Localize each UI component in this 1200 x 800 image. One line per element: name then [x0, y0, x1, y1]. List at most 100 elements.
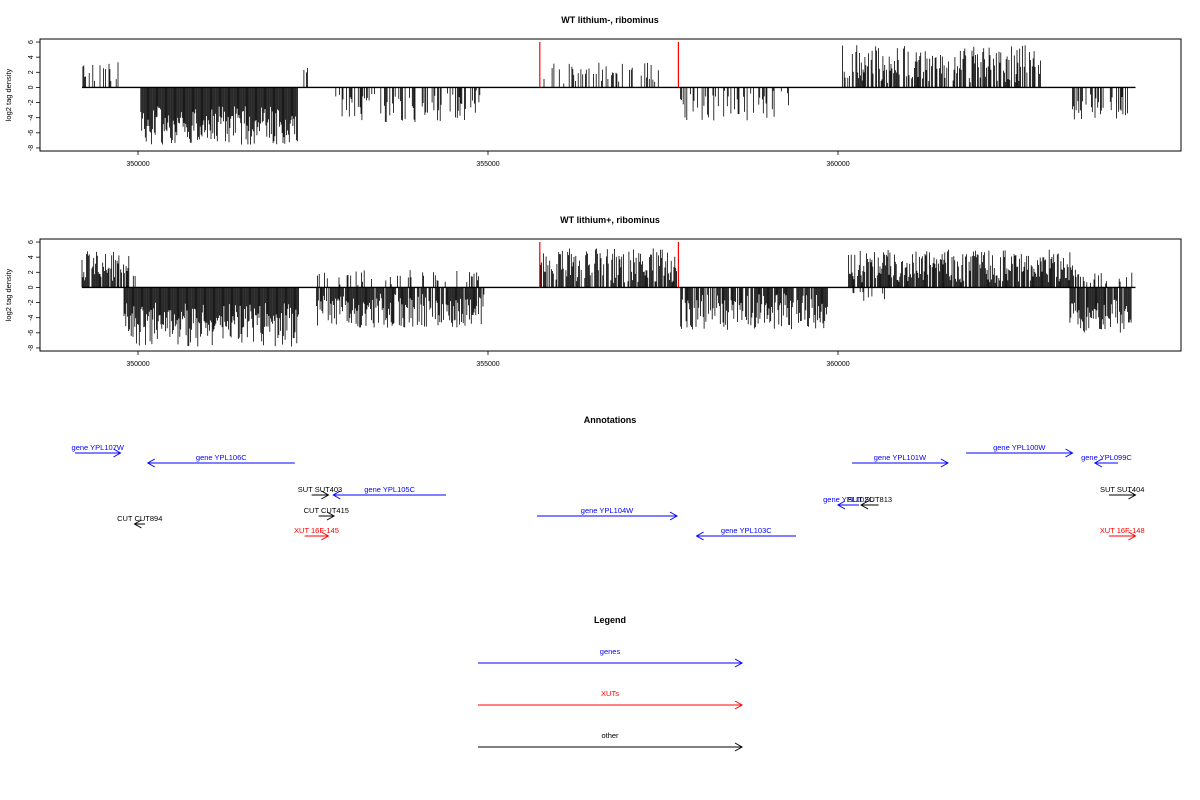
x-tick-label: 355000: [476, 361, 499, 368]
plot-frame: [39, 38, 1182, 152]
feature-label: gene YPL102C: [823, 495, 874, 504]
feature-arrow-head: [321, 531, 330, 541]
feature: gene YPL103C: [695, 526, 796, 541]
legend-label: XUTs: [601, 689, 619, 698]
feature: gene YPL107W: [72, 443, 125, 458]
signal-region: [852, 287, 885, 301]
feature-label: gene YPL103C: [721, 526, 772, 535]
y-tick-label: 6: [28, 40, 35, 44]
feature: gene YPL102C: [823, 495, 874, 510]
feature-label: gene YPL101W: [874, 453, 927, 462]
signal-region: [842, 45, 1041, 88]
y-axis-label: log2 tag density: [4, 68, 13, 121]
track-panel-lithium-minus: WT lithium-, ribominus log2 tag density …: [4, 15, 1182, 168]
feature: gene YPL104W: [537, 506, 679, 521]
feature: CUT CUT415: [304, 506, 349, 521]
y-tick-label: -8: [28, 345, 35, 351]
plot-frame: [39, 238, 1182, 352]
legend-arrow-head: [734, 742, 744, 752]
feature: SUT SUT813: [848, 495, 892, 510]
feature: SUT SUT403: [298, 485, 342, 500]
y-tick-label: -4: [28, 114, 35, 120]
y-tick-label: 2: [28, 70, 35, 74]
x-tick-label: 360000: [826, 361, 849, 368]
feature: gene YPL099C: [1081, 453, 1132, 468]
signal-bars: [82, 45, 1128, 145]
x-tick-label: 360000: [826, 161, 849, 168]
feature: SUT SUT404: [1100, 485, 1144, 500]
y-tick-label: 0: [28, 285, 35, 289]
signal-region: [848, 249, 1076, 288]
signal-region: [1072, 87, 1128, 120]
x-tick-label: 350000: [126, 361, 149, 368]
signal-region: [316, 287, 485, 328]
y-axis: 6 4 2 0 -2 -4 -6 -8: [28, 240, 40, 351]
legend-item: other: [478, 731, 744, 752]
y-tick-label: 6: [28, 240, 35, 244]
feature-arrow-head: [113, 448, 122, 458]
feature-arrow-head: [332, 490, 341, 500]
feature-label: gene YPL107W: [72, 443, 125, 452]
signal-region: [82, 62, 119, 88]
y-tick-label: -6: [28, 330, 35, 336]
x-axis: 350000 355000 360000: [126, 151, 850, 168]
signal-region: [680, 287, 828, 330]
feature-label: gene YPL104W: [581, 506, 634, 515]
signal-region: [140, 87, 298, 145]
y-tick-label: 4: [28, 55, 35, 59]
y-tick-label: -4: [28, 314, 35, 320]
feature-arrow-head: [133, 519, 142, 529]
legend-items: genes XUTs other: [478, 647, 744, 752]
feature-label: SUT SUT403: [298, 485, 342, 494]
legend-item: genes: [478, 647, 744, 668]
y-tick-label: -2: [28, 99, 35, 105]
feature-arrow-head: [940, 458, 949, 468]
x-axis: 350000 355000 360000: [126, 351, 850, 368]
feature-label: SUT SUT813: [848, 495, 892, 504]
signal-region: [1069, 287, 1132, 333]
feature-arrow-head: [1093, 458, 1103, 468]
y-tick-label: -8: [28, 145, 35, 151]
boundary-markers: [539, 42, 680, 88]
signal-region: [123, 287, 300, 347]
signal-bars: [81, 248, 1133, 347]
x-tick-label: 355000: [476, 161, 499, 168]
y-tick-label: 0: [28, 85, 35, 89]
legend-label: other: [601, 731, 619, 740]
y-tick-label: -2: [28, 299, 35, 305]
feature-arrow-head: [669, 511, 679, 521]
y-tick-label: 4: [28, 255, 35, 259]
legend-arrow-head: [734, 658, 744, 668]
panel-title: WT lithium-, ribominus: [561, 15, 659, 25]
y-tick-label: 2: [28, 270, 35, 274]
legend-arrow-head: [734, 700, 744, 710]
feature: XUT 16F-148: [1100, 526, 1145, 541]
feature-arrow-head: [695, 531, 704, 541]
feature-label: gene YPL105C: [364, 485, 415, 494]
feature: gene YPL106C: [146, 453, 295, 468]
signal-region: [316, 270, 479, 288]
feature-label: CUT CUT415: [304, 506, 349, 515]
y-axis-label: log2 tag density: [4, 268, 13, 321]
annotations-title: Annotations: [584, 415, 637, 425]
signal-region: [680, 87, 789, 121]
feature-label: CUT CUT894: [117, 514, 162, 523]
feature: gene YPL101W: [852, 453, 949, 468]
feature-label: XUT 16F-145: [294, 526, 339, 535]
signal-region: [303, 67, 308, 88]
feature-list: gene YPL107W gene YPL106C gene YPL105C gene…: [72, 443, 1145, 541]
legend: Legend genes XUTs other: [478, 615, 744, 752]
feature-arrow-head: [836, 500, 846, 510]
feature-label: gene YPL100W: [993, 443, 1046, 452]
feature-arrow-head: [1128, 531, 1137, 541]
panel-title: WT lithium+, ribominus: [560, 215, 660, 225]
feature-label: gene YPL106C: [196, 453, 247, 462]
feature-label: gene YPL099C: [1081, 453, 1132, 462]
track-panel-lithium-plus: WT lithium+, ribominus log2 tag density …: [4, 215, 1182, 368]
legend-title: Legend: [594, 615, 626, 625]
signal-region: [543, 62, 659, 88]
feature-arrow-head: [146, 458, 156, 468]
signal-region: [539, 248, 677, 288]
